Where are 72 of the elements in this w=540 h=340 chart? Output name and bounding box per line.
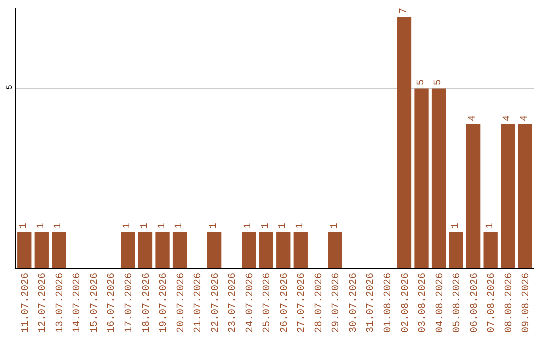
bar [397,16,412,268]
x-tick-label: 03.08.2026 [418,273,430,334]
bar [207,232,222,268]
data-label: 5 [416,80,428,86]
x-tick-label: 09.08.2026 [522,273,533,334]
x-tick-label: 08.08.2026 [504,273,516,334]
x-tick-label: 01.08.2026 [383,273,394,334]
data-label: 1 [19,223,30,230]
x-tick-label: 05.08.2026 [452,273,464,334]
bar [518,124,532,268]
bar [276,232,291,268]
bar [34,232,49,268]
x-tick-label: 19.07.2026 [159,273,170,334]
bar [138,232,153,268]
x-tick-label: 04.08.2026 [435,273,446,334]
x-tick-label: 21.07.2026 [194,273,205,334]
x-tick-label: 23.07.2026 [228,273,240,334]
x-tick-label: 28.07.2026 [314,273,326,334]
bar [18,232,32,268]
bar [466,124,481,268]
x-tick-label: 24.07.2026 [245,273,256,334]
bar [121,232,136,268]
x-tick-label: 11.07.2026 [20,273,32,334]
x-tick-label: 17.07.2026 [124,273,136,334]
data-label: 4 [468,116,480,122]
data-label: 1 [36,223,48,230]
data-label: 1 [450,223,462,230]
x-tick-label: 25.07.2026 [262,273,274,334]
data-label: 1 [174,223,186,230]
bar [432,88,446,268]
bar [259,232,274,268]
data-label: 4 [520,116,531,122]
data-label: 1 [140,223,151,230]
bar [484,232,498,268]
x-tick-label: 14.07.2026 [72,273,84,334]
x-tick-label: 12.07.2026 [38,273,50,334]
bar [294,232,308,268]
data-label: 5 [434,80,445,86]
data-label: 4 [502,116,514,122]
x-tick-label: 13.07.2026 [55,273,66,334]
bar [449,232,464,268]
data-label: 1 [157,223,168,230]
x-tick-label: 07.08.2026 [487,273,498,334]
x-tick-label: 16.07.2026 [107,273,118,334]
data-label: 1 [54,223,65,230]
x-tick-label: 18.07.2026 [142,273,153,334]
data-label: 1 [260,223,272,230]
bar [52,232,66,268]
x-tick-label: 06.08.2026 [470,273,481,334]
x-tick-label: 20.07.2026 [176,273,188,334]
bar [242,232,256,268]
data-label: 1 [122,223,134,230]
bar [328,232,343,268]
x-tick-label: 29.07.2026 [332,273,343,334]
x-tick-label: 30.07.2026 [348,273,360,334]
data-label: 7 [399,8,410,14]
data-label: 1 [330,223,341,230]
bar [501,124,516,268]
x-tick-label: 22.07.2026 [210,273,222,334]
x-tick-label: 26.07.2026 [280,273,291,334]
data-label: 1 [485,223,496,230]
x-tick-label: 02.08.2026 [400,273,412,334]
data-label: 1 [244,223,255,230]
data-label: 1 [278,223,290,230]
bar [414,88,429,268]
bar [172,232,188,268]
data-label: 1 [295,223,306,230]
x-tick-label: 31.07.2026 [366,273,378,334]
x-tick-label: 15.07.2026 [90,273,101,334]
data-label: 1 [209,223,220,230]
x-tick-label: 27.07.2026 [297,273,308,334]
bar [156,232,170,268]
